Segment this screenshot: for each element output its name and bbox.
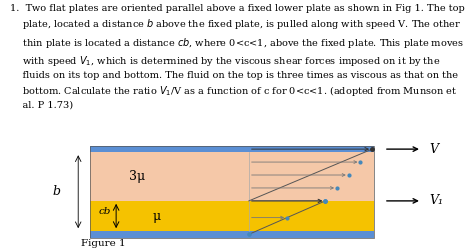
- Text: b: b: [53, 185, 61, 198]
- Text: μ: μ: [152, 209, 161, 223]
- Text: V₁: V₁: [429, 194, 443, 207]
- Text: 3μ: 3μ: [129, 170, 146, 183]
- Bar: [90, 146, 374, 238]
- Bar: [90, 231, 374, 238]
- Text: cb: cb: [99, 207, 111, 216]
- Bar: [90, 152, 374, 201]
- Text: V: V: [429, 143, 438, 156]
- Bar: [90, 146, 374, 152]
- Text: Figure 1: Figure 1: [81, 239, 125, 248]
- Bar: [90, 201, 374, 231]
- Text: 1.  Two flat plates are oriented parallel above a fixed lower plate as shown in : 1. Two flat plates are oriented parallel…: [10, 4, 465, 110]
